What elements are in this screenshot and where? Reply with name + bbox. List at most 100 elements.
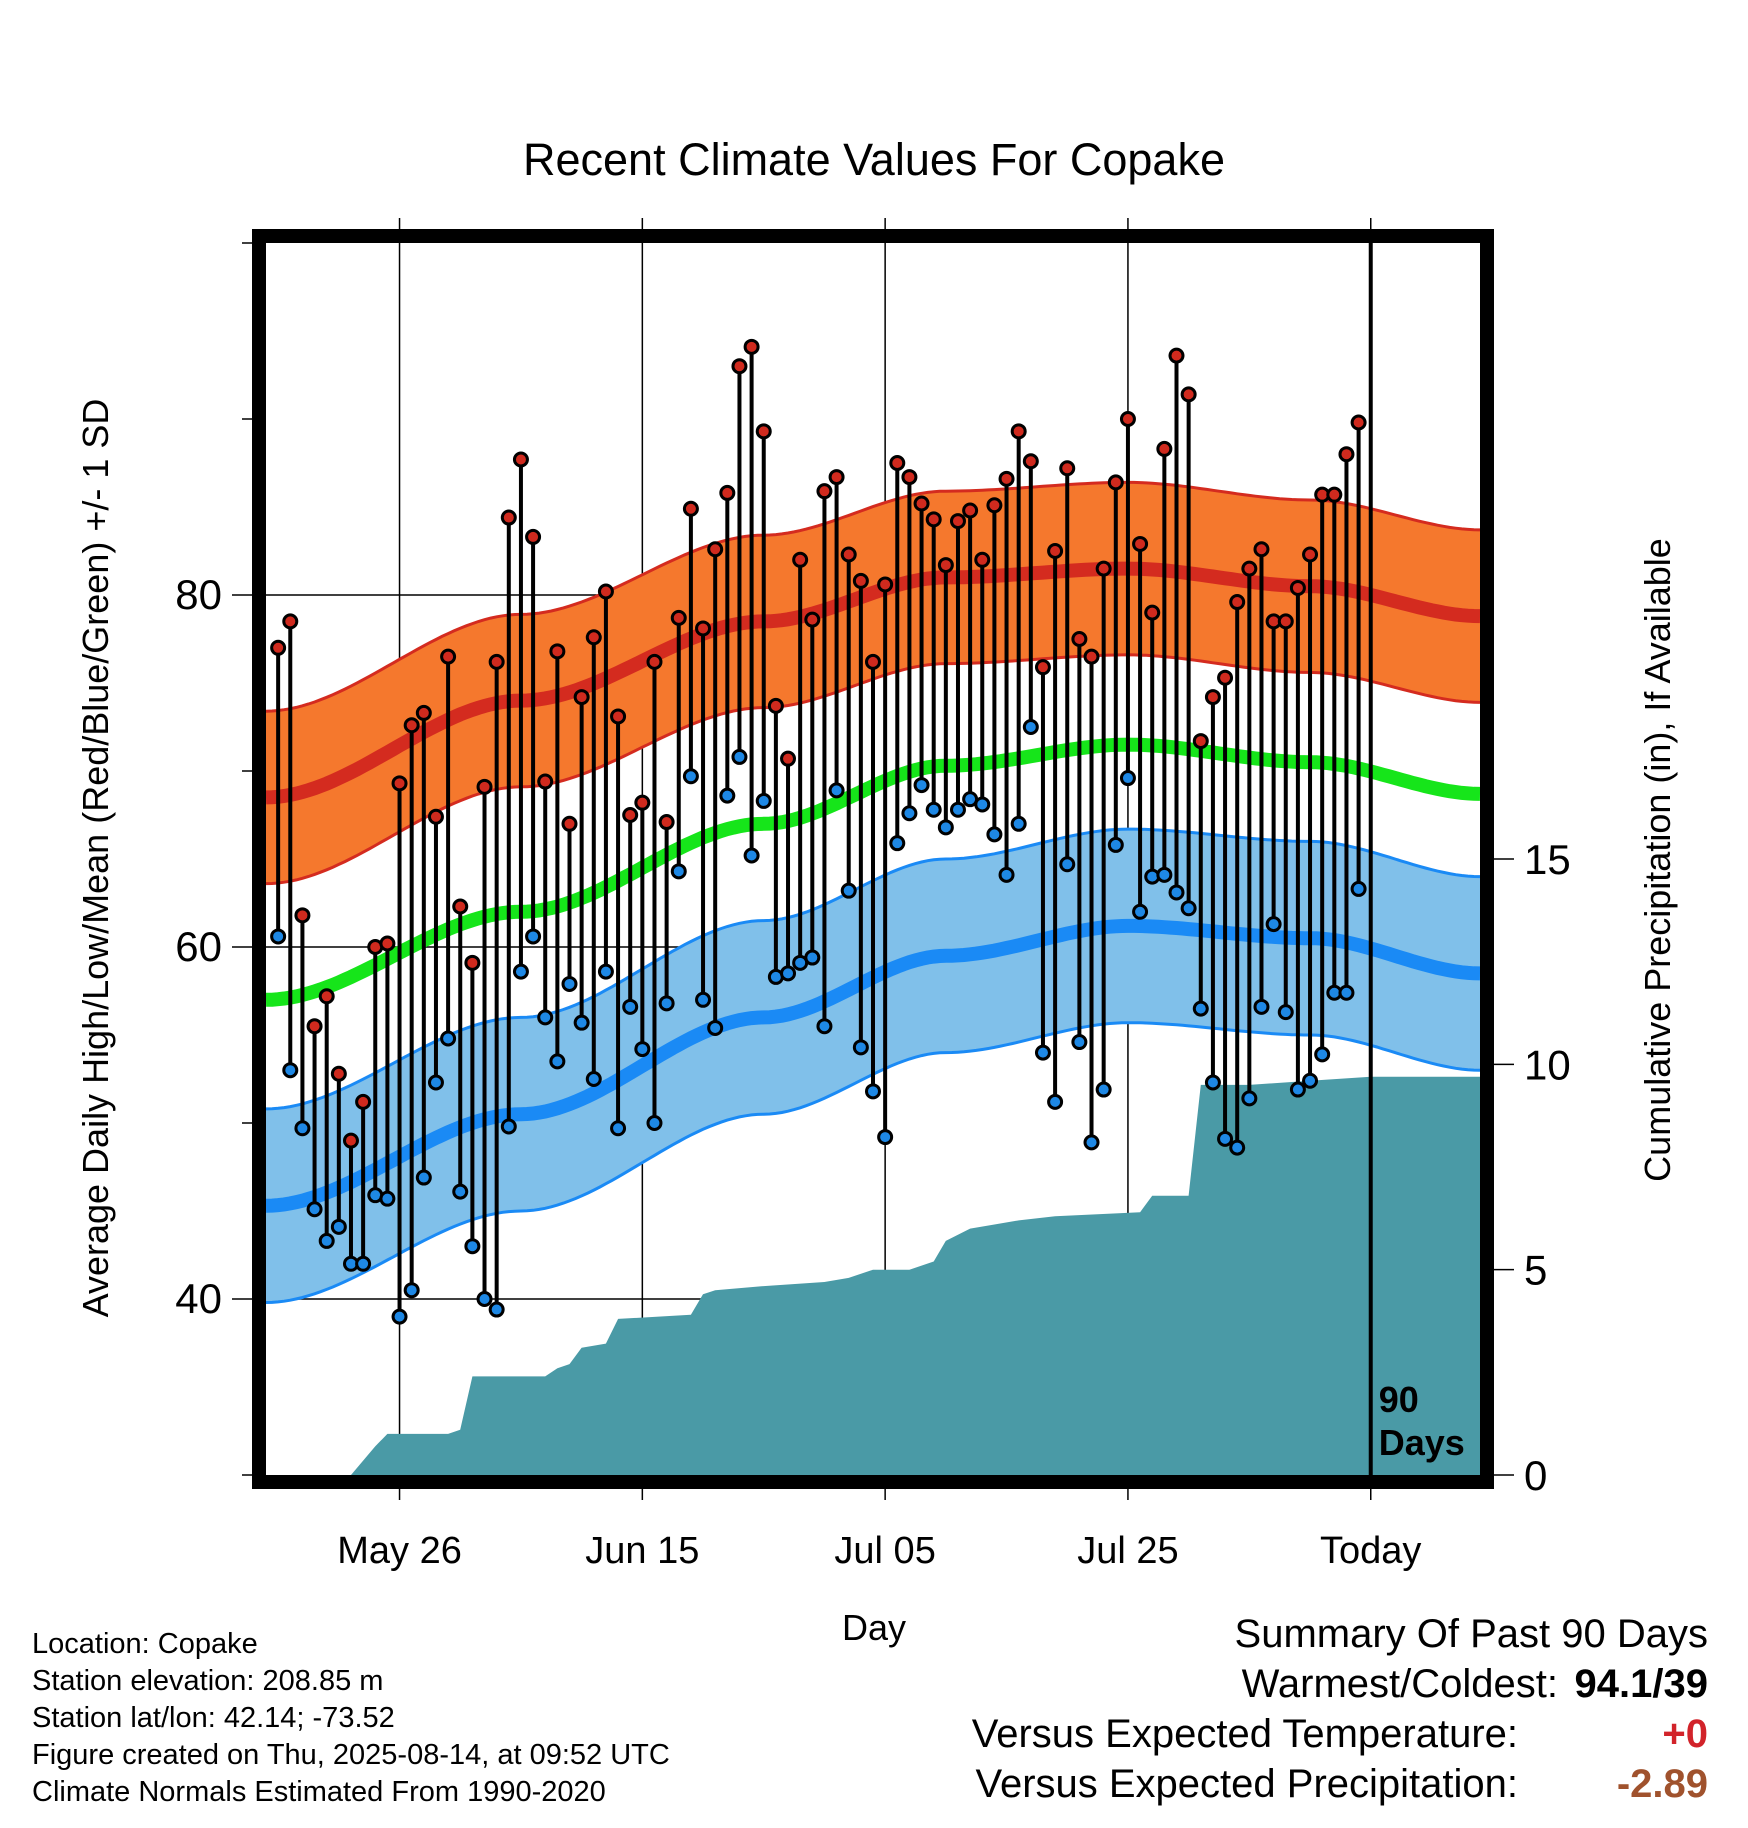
- daily-high-point: [1034, 659, 1051, 676]
- daily-low-point: [731, 748, 748, 765]
- y-tick-label: 60: [175, 923, 222, 970]
- daily-high-point: [1289, 579, 1306, 596]
- daily-low-point: [707, 1019, 724, 1036]
- daily-high-point: [561, 815, 578, 832]
- daily-low-point: [537, 1009, 554, 1026]
- cumulative-precip-area: [266, 1076, 1480, 1475]
- daily-high-point: [1119, 411, 1136, 427]
- x-tick-label: Today: [1320, 1530, 1421, 1572]
- daily-low-point: [865, 1083, 881, 1100]
- daily-high-point: [342, 1132, 359, 1149]
- daily-high-point: [962, 502, 979, 519]
- daily-high-point: [852, 572, 869, 589]
- daily-high-point: [476, 778, 493, 795]
- x-tick-label: May 26: [337, 1530, 462, 1572]
- daily-low-point: [1302, 1072, 1319, 1089]
- daily-high-point: [743, 338, 760, 355]
- daily-high-point: [707, 541, 724, 558]
- normal-high-line: [266, 561, 1480, 805]
- daily-high-point: [998, 470, 1015, 487]
- daily-low-point: [1338, 984, 1355, 1001]
- daily-high-point: [877, 576, 894, 593]
- daily-low-point: [282, 1062, 299, 1079]
- daily-high-point: [974, 551, 991, 568]
- daily-low-point: [755, 792, 772, 809]
- daily-high-point: [488, 653, 505, 670]
- daily-high-point: [306, 1018, 323, 1035]
- daily-low-point: [1180, 900, 1197, 917]
- daily-low-point: [1229, 1139, 1246, 1156]
- daily-low-point: [415, 1169, 432, 1186]
- y2-tick-label: 0: [1524, 1452, 1547, 1499]
- daily-high-point: [695, 620, 712, 637]
- daily-low-point: [780, 965, 797, 982]
- y-tick-label: 40: [175, 1275, 222, 1322]
- daily-low-point: [403, 1282, 420, 1299]
- daily-high-point: [816, 483, 833, 500]
- daily-low-point: [318, 1232, 335, 1249]
- daily-low-point: [901, 805, 918, 822]
- y2-tick-label: 15: [1524, 836, 1571, 883]
- daily-high-point: [573, 689, 590, 706]
- daily-low-point: [525, 928, 542, 945]
- daily-high-point: [1204, 689, 1221, 706]
- daily-low-point: [658, 995, 675, 1012]
- daily-low-point: [561, 975, 578, 992]
- y2-axis-label: Cumulative Precipitation (in), If Availa…: [1637, 538, 1678, 1182]
- daily-low-point: [1350, 880, 1367, 897]
- daily-high-point: [427, 808, 444, 825]
- daily-low-point: [330, 1218, 347, 1235]
- daily-high-point: [282, 613, 299, 630]
- daily-low-point: [816, 1018, 833, 1035]
- created-text: Figure created on Thu, 2025-08-14, at 09…: [32, 1739, 670, 1771]
- daily-high-point: [403, 717, 420, 734]
- daily-low-point: [610, 1120, 627, 1137]
- daily-low-point: [585, 1071, 602, 1087]
- station-info: Location: Copake Station elevation: 208.…: [32, 1626, 670, 1811]
- warm-cold-label: Warmest/Coldest:: [1241, 1662, 1558, 1706]
- daily-high-point: [865, 653, 881, 670]
- daily-high-point: [1241, 560, 1258, 577]
- daily-high-point: [767, 697, 784, 714]
- daily-low-point: [379, 1190, 396, 1207]
- daily-low-point: [695, 991, 712, 1008]
- precip-vs-expected-label: Versus Expected Precipitation:: [975, 1762, 1518, 1806]
- location-text: Location: Copake: [32, 1628, 258, 1660]
- daily-low-point: [852, 1039, 869, 1056]
- daily-high-point: [1277, 613, 1294, 630]
- daily-high-point: [464, 954, 481, 971]
- daily-low-point: [500, 1118, 517, 1135]
- daily-low-point: [573, 1014, 590, 1031]
- daily-low-point: [949, 801, 966, 818]
- daily-high-point: [391, 775, 408, 792]
- daily-high-point: [1144, 604, 1161, 621]
- daily-high-point: [1010, 423, 1027, 440]
- axes: 40 60 80 0 5 10 15 May 26 Jun 15 Jul 05 Jul 25 Toda…: [175, 218, 1571, 1572]
- daily-low-point: [391, 1308, 408, 1325]
- today-marker-label: Days: [1379, 1422, 1465, 1463]
- daily-low-point: [1289, 1081, 1306, 1098]
- daily-high-point: [889, 455, 906, 471]
- daily-high-point: [355, 1093, 372, 1110]
- daily-high-point: [901, 469, 918, 486]
- temp-vs-expected-label: Versus Expected Temperature:: [971, 1712, 1518, 1756]
- daily-low-point: [974, 796, 991, 813]
- daily-low-point: [913, 777, 930, 794]
- daily-high-point: [440, 648, 457, 665]
- daily-low-point: [925, 801, 942, 818]
- daily-low-point: [549, 1053, 566, 1070]
- y-axis-label: Average Daily High/Low/Mean (Red/Blue/Gr…: [75, 399, 116, 1318]
- warm-cold-value: 94.1/39: [1574, 1662, 1708, 1706]
- daily-low-point: [804, 949, 821, 966]
- daily-low-point: [1156, 866, 1173, 883]
- normals-text: Climate Normals Estimated From 1990-2020: [32, 1776, 606, 1808]
- daily-low-point: [828, 782, 845, 799]
- daily-high-point: [1095, 560, 1112, 577]
- daily-low-point: [937, 819, 954, 836]
- daily-low-point: [1010, 815, 1027, 832]
- elevation-text: Station elevation: 208.85 m: [32, 1665, 384, 1697]
- daily-high-point: [755, 423, 772, 440]
- daily-high-point: [597, 583, 614, 600]
- daily-low-point: [1132, 903, 1149, 920]
